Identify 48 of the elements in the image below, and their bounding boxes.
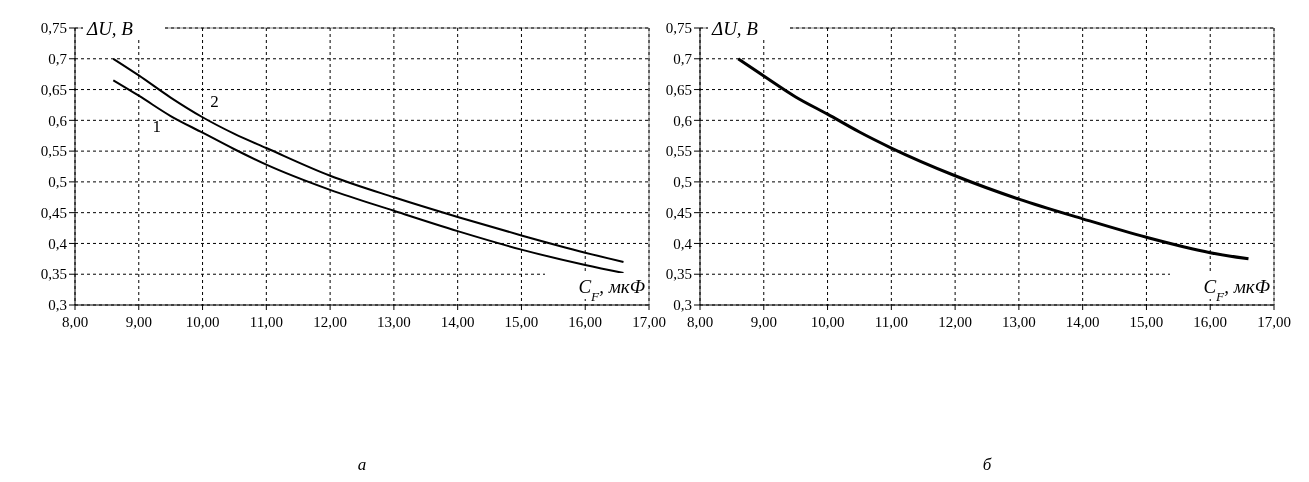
- x-tick-label: 8,00: [61, 314, 89, 330]
- y-tick-label: 0,6: [673, 112, 693, 129]
- x-tick-label: 11,00: [249, 314, 283, 330]
- x-axis-title: C$_{F}$, мкФ: [1203, 276, 1270, 304]
- x-tick-label: 15,00: [1129, 314, 1164, 330]
- y-tick-label: 0,5: [673, 174, 692, 191]
- y-axis-title: ΔU, В: [711, 18, 759, 39]
- y-tick-label: 0,45: [665, 204, 692, 221]
- x-tick-label: 12,00: [313, 314, 347, 330]
- x-tick-label: 12,00: [938, 314, 972, 330]
- x-axis-title: C$_{F}$, мкФ: [578, 276, 645, 304]
- y-tick-label: 0,4: [673, 235, 693, 252]
- series-label: 2: [210, 92, 219, 112]
- x-tick-label: 9,00: [125, 314, 152, 330]
- y-tick-label: 0,75: [665, 20, 692, 37]
- y-tick-label: 0,3: [673, 297, 692, 314]
- y-tick-label: 0,3: [48, 297, 67, 314]
- x-tick-label: 14,00: [1065, 314, 1100, 330]
- series-label: 1: [152, 117, 161, 137]
- y-tick-label: 0,65: [40, 81, 67, 98]
- x-tick-label: 14,00: [440, 314, 475, 330]
- x-tick-label: 16,00: [568, 314, 603, 330]
- y-tick-label: 0,75: [40, 20, 67, 37]
- y-tick-label: 0,35: [40, 266, 67, 283]
- y-tick-label: 0,7: [673, 51, 693, 68]
- x-tick-label: 15,00: [504, 314, 539, 330]
- x-tick-label: 13,00: [1002, 314, 1036, 330]
- y-tick-label: 0,5: [48, 174, 67, 191]
- y-tick-label: 0,6: [48, 112, 68, 129]
- y-tick-label: 0,55: [665, 143, 692, 160]
- x-tick-label: 16,00: [1193, 314, 1228, 330]
- y-tick-label: 0,65: [665, 81, 692, 98]
- y-tick-label: 0,55: [40, 143, 67, 160]
- text: б: [982, 455, 992, 474]
- y-axis-title: ΔU, В: [86, 18, 134, 39]
- x-tick-label: 13,00: [377, 314, 411, 330]
- x-tick-label: 9,00: [750, 314, 777, 330]
- y-tick-label: 0,35: [665, 266, 692, 283]
- text: а: [357, 455, 367, 474]
- x-tick-label: 11,00: [874, 314, 908, 330]
- x-tick-label: 10,00: [810, 314, 845, 330]
- y-tick-label: 0,4: [48, 235, 68, 252]
- y-tick-label: 0,45: [40, 204, 67, 221]
- y-tick-label: 0,7: [48, 51, 68, 68]
- x-tick-label: 8,00: [686, 314, 714, 330]
- x-tick-label: 10,00: [185, 314, 220, 330]
- x-tick-label: 17,00: [632, 314, 666, 330]
- x-tick-label: 17,00: [1257, 314, 1291, 330]
